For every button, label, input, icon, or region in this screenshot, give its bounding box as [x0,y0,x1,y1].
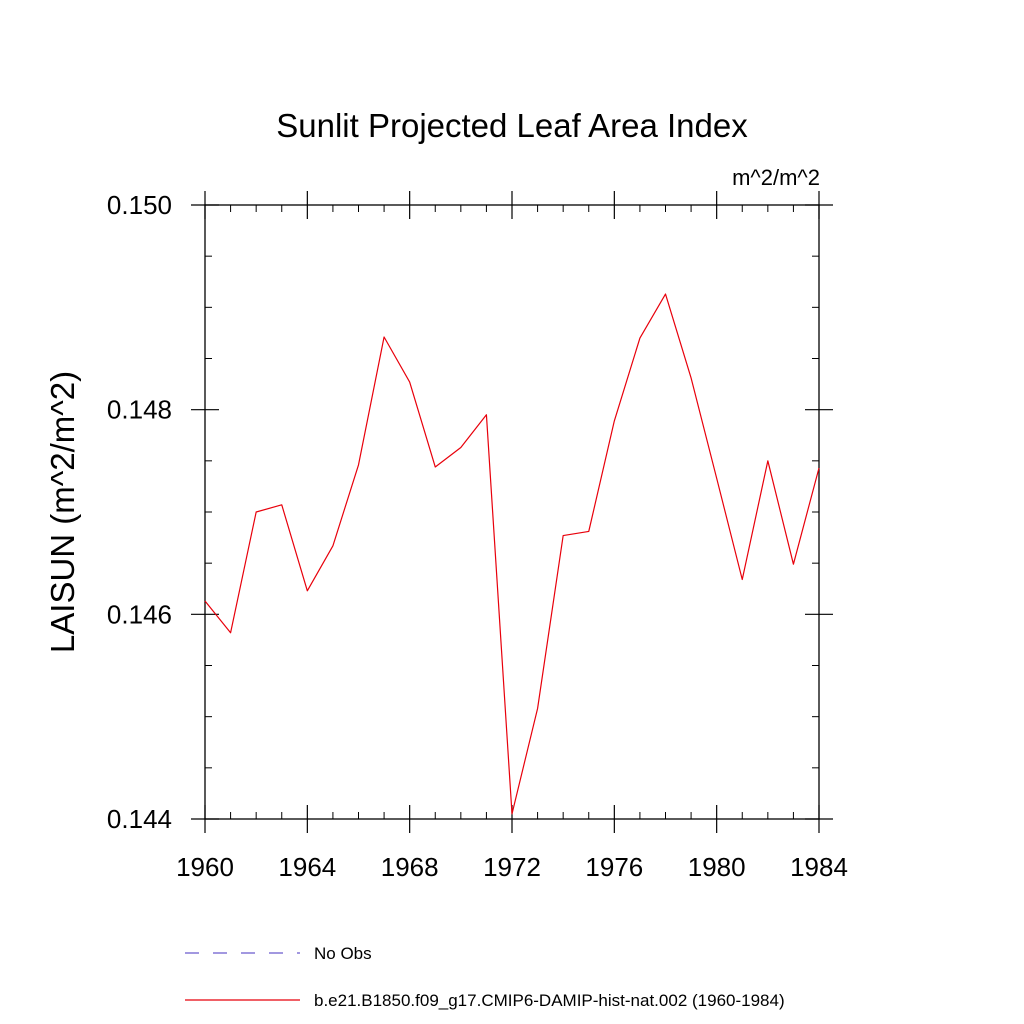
plot-area [204,293,820,815]
x-tick-label: 1976 [585,852,643,882]
x-tick-label: 1964 [278,852,336,882]
x-tick-label: 1984 [790,852,848,882]
axes: 1960 1964 1968 1972 1976 1980 1984 0.144 0.146 0.… [107,190,848,882]
y-tick-label: 0.148 [107,395,172,425]
legend: No Obs b.e21.B1850.f09_g17.CMIP6-DAMIP-hi… [185,944,785,1010]
legend-label-1: b.e21.B1850.f09_g17.CMIP6-DAMIP-hist-nat… [314,991,785,1010]
y-tick-label: 0.150 [107,190,172,220]
x-tick-label: 1972 [483,852,541,882]
units-label: m^2/m^2 [732,165,820,190]
chart-title: Sunlit Projected Leaf Area Index [276,107,748,144]
y-tick-label: 0.146 [107,599,172,629]
x-tick-label: 1960 [176,852,234,882]
series-line-0 [204,293,820,815]
plot-frame [204,204,820,820]
x-tick-label: 1968 [381,852,439,882]
y-tick-label: 0.144 [107,804,172,834]
legend-label-0: No Obs [314,944,372,963]
x-tick-label: 1980 [688,852,746,882]
y-axis-label: LAISUN (m^2/m^2) [44,371,81,653]
